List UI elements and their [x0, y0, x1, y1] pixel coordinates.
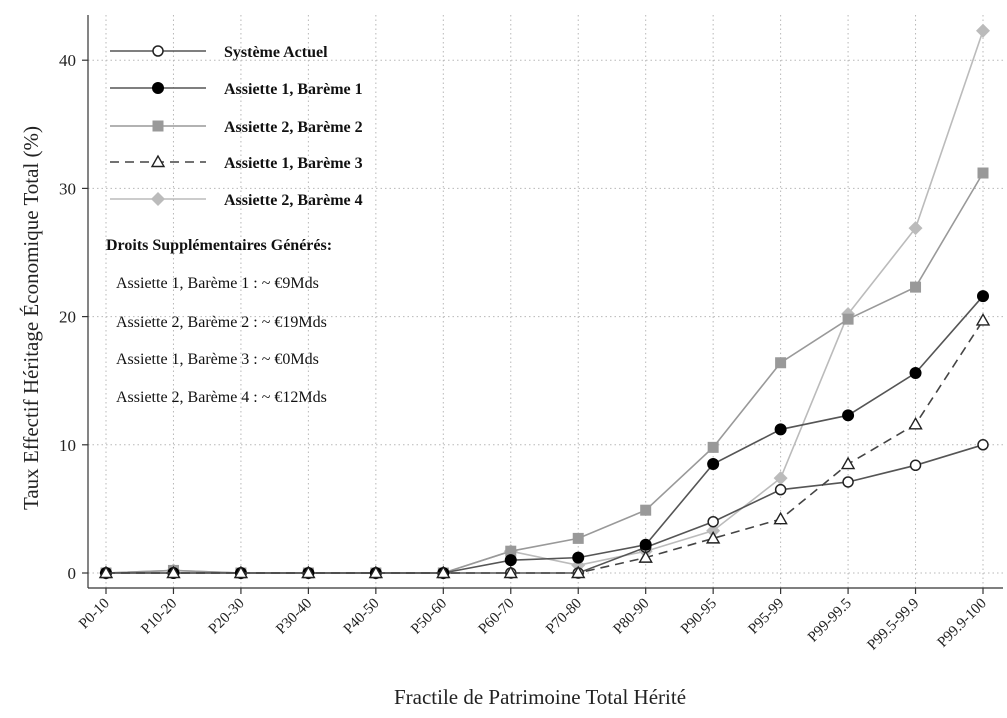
x-ticks: P0-10 P10-20 P20-30 P30-40 P40-50 P50-60 P60-7… [76, 588, 990, 653]
data-point [707, 441, 719, 453]
data-point [909, 459, 922, 472]
data-point [910, 281, 922, 293]
series-line [106, 320, 984, 574]
data-point [707, 458, 720, 471]
data-point [166, 565, 181, 579]
legend-label: Assiette 1, Barème 3 [224, 155, 363, 172]
legend: Système Actuel Assiette 1, Barème 1 Assiet… [110, 44, 363, 209]
data-point [975, 313, 991, 326]
y-tick-label: 10 [59, 436, 76, 455]
data-point [842, 409, 855, 422]
y-tick-label: 20 [59, 308, 76, 327]
data-point [977, 290, 989, 303]
legend-label: Assiette 2, Barème 4 [224, 192, 363, 209]
data-point [909, 367, 922, 380]
annotation-item-4: Assiette 2, Barème 4 : ~ €12Mds [116, 389, 327, 406]
series-line [106, 295, 984, 574]
series [98, 23, 991, 580]
legend-label: Système Actuel [224, 44, 328, 61]
data-point [571, 565, 586, 579]
data-point [707, 515, 719, 528]
x-tick-label: P70-80 [543, 596, 585, 638]
legend-swatch-marker [152, 120, 164, 132]
data-point [908, 416, 923, 430]
series-3 [100, 167, 989, 579]
axes [87, 15, 1003, 589]
x-tick-label: P99.5-99.9 [864, 596, 922, 654]
y-axis-title: Taux Effectif Héritage Économique Total … [19, 126, 43, 510]
data-point [706, 523, 721, 538]
x-tick-label: P99-99.5 [805, 596, 855, 646]
data-point [640, 504, 652, 516]
annotation: Droits Supplémentaires Générés: Assiette… [106, 237, 332, 406]
data-point [705, 530, 721, 544]
data-point [503, 565, 518, 579]
legend-swatch-marker [152, 82, 164, 94]
data-point [233, 565, 249, 579]
data-point [840, 456, 856, 470]
data-point [639, 538, 652, 551]
x-tick-label: P95-99 [745, 596, 787, 638]
y-tick-label: 40 [59, 51, 76, 70]
data-point [842, 476, 854, 488]
data-point [301, 565, 316, 579]
series-2 [100, 290, 989, 579]
data-point [774, 423, 787, 436]
x-tick-label: P10-20 [138, 596, 180, 638]
data-point [638, 550, 653, 563]
legend-label: Assiette 1, Barème 1 [224, 81, 363, 98]
data-point [773, 471, 788, 486]
x-tick-label: P30-40 [273, 596, 315, 638]
data-point [368, 565, 384, 579]
legend-swatch-marker [151, 192, 165, 206]
series-4 [98, 313, 991, 579]
x-tick-label: P40-50 [341, 596, 383, 638]
y-tick-label: 0 [68, 564, 77, 583]
data-point [572, 551, 585, 564]
data-point [775, 357, 787, 369]
annotation-item-1: Assiette 1, Barème 1 : ~ €9Mds [116, 275, 319, 292]
series-line [105, 172, 984, 574]
annotation-title: Droits Supplémentaires Générés: [106, 237, 332, 254]
x-tick-label: P99.9-100 [935, 596, 990, 651]
legend-swatch-marker [152, 45, 164, 57]
series-line [105, 30, 984, 574]
data-point [572, 532, 584, 544]
data-point [436, 565, 451, 579]
data-point [774, 483, 787, 496]
legend-swatch-marker [150, 154, 166, 168]
x-tick-label: P60-70 [476, 596, 518, 638]
y-ticks: 0 10 20 30 40 [59, 51, 88, 583]
x-tick-label: P0-10 [76, 596, 113, 633]
annotation-item-2: Assiette 2, Barème 2 : ~ €19Mds [116, 314, 327, 331]
data-point [98, 565, 114, 579]
y-tick-label: 30 [59, 179, 76, 198]
x-tick-label: P50-60 [408, 596, 450, 638]
data-point [773, 511, 788, 525]
data-point [908, 221, 923, 236]
series-5 [99, 23, 990, 580]
data-point [977, 167, 989, 179]
legend-label: Assiette 2, Barème 2 [224, 119, 363, 136]
data-point [977, 439, 989, 451]
x-tick-label: P90-95 [678, 596, 720, 638]
series-1 [100, 439, 989, 579]
grid [88, 15, 1003, 588]
x-axis-title: Fractile de Patrimoine Total Hérité [394, 685, 686, 709]
data-point [505, 545, 517, 557]
x-tick-label: P80-90 [611, 596, 653, 638]
data-point [976, 23, 990, 38]
data-point [842, 313, 854, 325]
data-point [504, 554, 517, 567]
annotation-item-3: Assiette 1, Barème 3 : ~ €0Mds [116, 351, 319, 368]
x-tick-label: P20-30 [206, 596, 248, 638]
